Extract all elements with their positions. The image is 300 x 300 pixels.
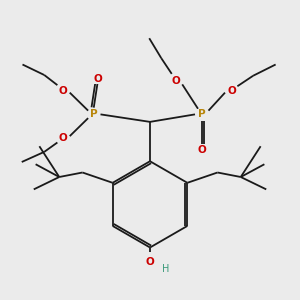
Text: O: O <box>58 86 68 96</box>
Text: P: P <box>198 110 206 119</box>
Text: O: O <box>197 145 206 155</box>
Text: O: O <box>227 86 236 96</box>
Text: O: O <box>58 133 68 143</box>
Text: P: P <box>90 110 98 119</box>
Text: O: O <box>171 76 180 85</box>
Text: O: O <box>93 74 102 84</box>
Text: H: H <box>162 263 169 274</box>
Text: O: O <box>146 257 154 267</box>
